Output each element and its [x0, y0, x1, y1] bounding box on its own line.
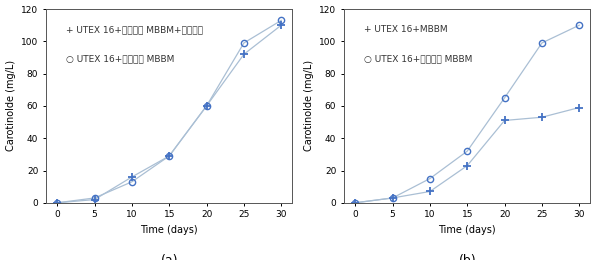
- Text: ○ UTEX 16+성분강화 MBBM: ○ UTEX 16+성분강화 MBBM: [364, 54, 472, 63]
- Y-axis label: Carotinolde (mg/L): Carotinolde (mg/L): [303, 60, 313, 152]
- Text: + UTEX 16+MBBM: + UTEX 16+MBBM: [364, 25, 448, 34]
- Title: (a): (a): [160, 254, 178, 260]
- X-axis label: Time (days): Time (days): [141, 225, 198, 235]
- Y-axis label: Carotinolde (mg/L): Carotinolde (mg/L): [5, 60, 15, 152]
- Text: + UTEX 16+성분강화 MBBM+돌연변이: + UTEX 16+성분강화 MBBM+돌연변이: [66, 25, 203, 34]
- Text: ○ UTEX 16+성분강화 MBBM: ○ UTEX 16+성분강화 MBBM: [66, 54, 174, 63]
- Title: (b): (b): [458, 254, 476, 260]
- X-axis label: Time (days): Time (days): [439, 225, 496, 235]
